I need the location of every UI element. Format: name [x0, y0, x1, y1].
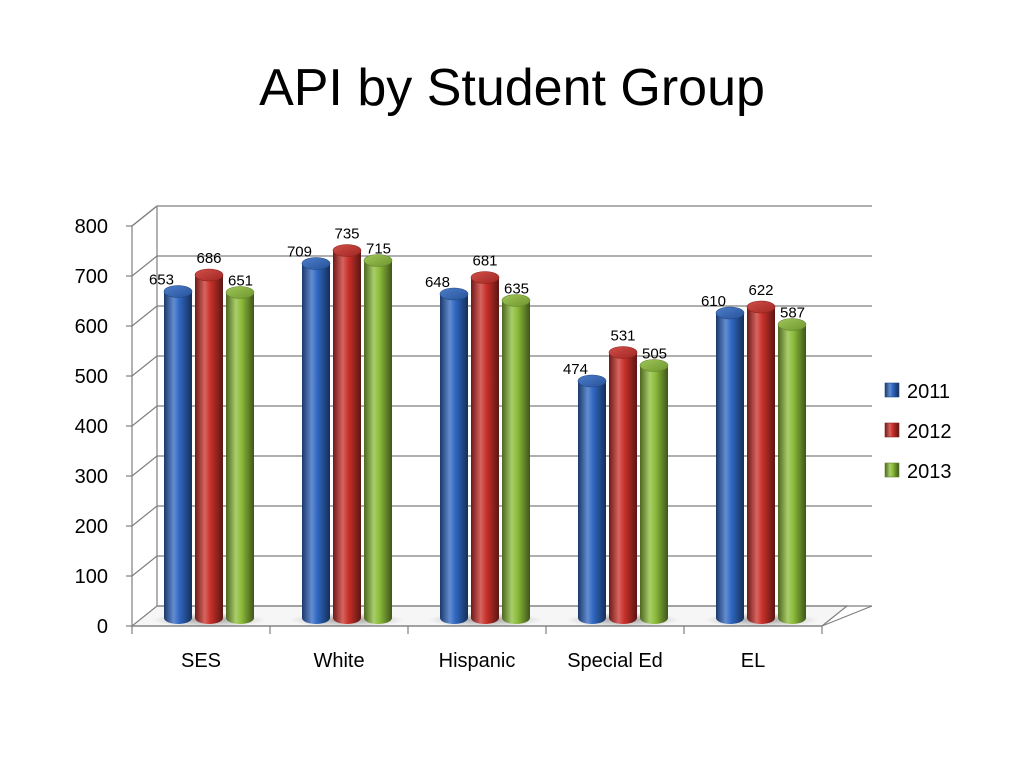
legend-swatch	[884, 382, 900, 398]
bar	[301, 257, 331, 624]
gridline	[131, 405, 158, 427]
y-tick-label: 600	[75, 316, 108, 338]
legend-item: 2011	[884, 381, 950, 403]
bar	[332, 244, 362, 624]
data-label: 531	[610, 328, 635, 345]
bar	[225, 286, 255, 624]
legend-label: 2012	[907, 421, 952, 443]
legend-item: 2012	[884, 421, 952, 443]
bar	[194, 268, 224, 624]
y-tick-label: 200	[75, 516, 108, 538]
data-label: 635	[504, 281, 529, 298]
data-label: 648	[425, 274, 450, 291]
y-tick-label: 400	[75, 416, 108, 438]
bar	[439, 287, 469, 624]
y-axis: 0 100 200 300 400 500 600 700 800	[75, 216, 132, 638]
bar	[746, 300, 776, 624]
legend-swatch	[884, 422, 900, 438]
bars	[152, 244, 818, 627]
bar	[163, 285, 193, 624]
legend-label: 2013	[907, 461, 952, 483]
data-label: 651	[228, 273, 253, 290]
data-labels: 653 686 651 709 735 715 648 681 635 474 531 505 610 6…	[149, 226, 805, 379]
bar	[715, 306, 745, 624]
gridline	[131, 505, 158, 527]
bar	[363, 254, 393, 624]
data-label: 587	[780, 305, 805, 322]
legend-label: 2011	[907, 381, 950, 403]
data-label: 686	[196, 250, 221, 267]
bar	[608, 346, 638, 624]
legend: 2011 2012 2013	[884, 381, 952, 483]
data-label: 653	[149, 272, 174, 289]
x-axis: SES White Hispanic Special Ed EL	[131, 625, 823, 672]
data-label: 622	[748, 282, 773, 299]
data-label: 709	[287, 244, 312, 261]
x-tick-label: EL	[741, 650, 765, 672]
gridline	[131, 355, 158, 377]
data-label: 505	[642, 346, 667, 363]
y-tick-label: 700	[75, 266, 108, 288]
y-tick-label: 800	[75, 216, 108, 238]
bar	[639, 359, 669, 624]
gridline	[131, 305, 158, 327]
bar	[501, 294, 531, 624]
gridline	[131, 555, 158, 577]
x-tick-label: White	[313, 650, 364, 672]
bar	[777, 318, 807, 624]
bar	[470, 271, 500, 624]
gridline	[131, 255, 158, 277]
y-tick-label: 0	[97, 616, 108, 638]
gridline	[131, 455, 158, 477]
x-tick-label: Hispanic	[439, 650, 516, 672]
data-label: 610	[701, 293, 726, 310]
data-label: 735	[334, 226, 359, 243]
data-label: 681	[472, 253, 497, 270]
gridline	[131, 205, 158, 227]
slide-title: API by Student Group	[259, 59, 765, 117]
data-label: 474	[563, 361, 588, 378]
legend-item: 2013	[884, 461, 952, 483]
data-label: 715	[366, 241, 391, 258]
legend-swatch	[884, 462, 900, 478]
x-tick-label: SES	[181, 650, 221, 672]
y-tick-label: 100	[75, 566, 108, 588]
bar	[577, 374, 607, 624]
x-tick-label: Special Ed	[567, 650, 663, 672]
y-tick-label: 300	[75, 466, 108, 488]
y-tick-label: 500	[75, 366, 108, 388]
